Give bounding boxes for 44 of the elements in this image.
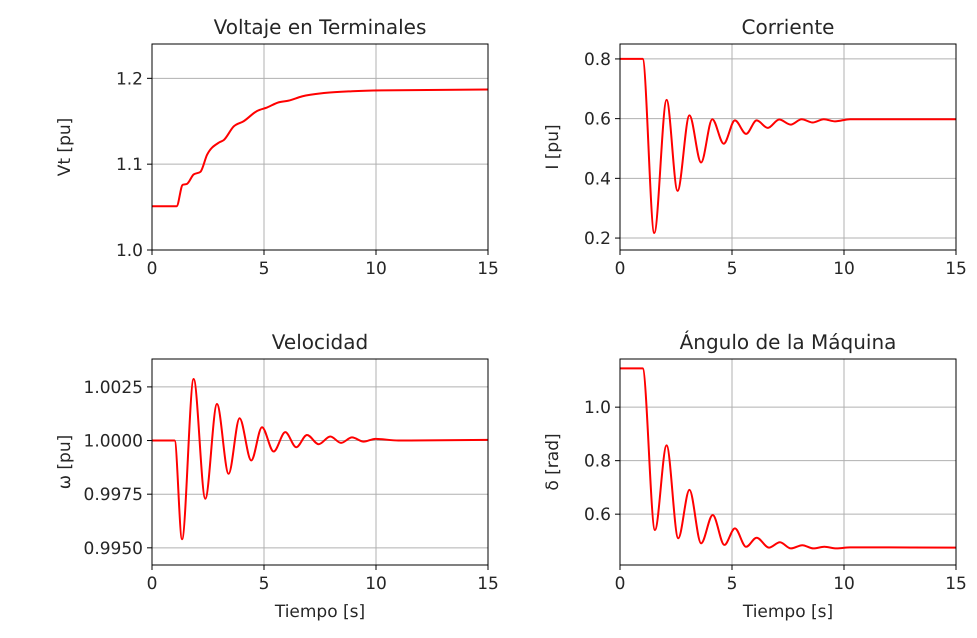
- x-tick-label: 5: [258, 574, 270, 594]
- y-axis-title: δ [rad]: [543, 433, 563, 491]
- y-tick-label: 0.8: [584, 452, 611, 472]
- x-tick-label: 10: [365, 574, 387, 594]
- y-tick-label: 0.6: [584, 110, 611, 130]
- y-tick-label: 0.9950: [84, 538, 143, 559]
- y-tick-label: 0.6: [584, 505, 611, 526]
- x-axis-title: Tiempo [s]: [274, 602, 366, 622]
- x-tick-label: 10: [365, 259, 387, 279]
- y-axis-title: Vt [pu]: [55, 118, 75, 176]
- x-tick-label: 10: [833, 574, 855, 594]
- line-series: [151, 88, 489, 208]
- x-tick-label: 0: [146, 574, 158, 594]
- y-tick-label: 0.2: [584, 229, 611, 250]
- y-tick-label: 1.0025: [84, 378, 143, 398]
- y-tick-label: 0.4: [584, 169, 611, 190]
- x-tick-label: 5: [726, 259, 738, 279]
- x-tick-label: 5: [258, 259, 270, 279]
- x-tick-label: 5: [726, 574, 738, 594]
- x-tick-label: 0: [614, 574, 626, 594]
- chart-title: Velocidad: [272, 330, 368, 354]
- x-tick-label: 15: [945, 259, 967, 279]
- line-series: [619, 58, 957, 234]
- y-tick-label: 1.0: [584, 398, 611, 418]
- y-tick-label: 1.1: [116, 155, 143, 176]
- y-tick-label: 0.9975: [84, 485, 143, 506]
- chart-title: Ángulo de la Máquina: [680, 330, 896, 354]
- line-series: [619, 367, 957, 550]
- y-tick-label: 1.2: [116, 69, 143, 90]
- x-tick-label: 0: [146, 259, 158, 279]
- chart-title: Corriente: [742, 15, 834, 39]
- x-tick-label: 15: [477, 259, 499, 279]
- y-tick-label: 1.0: [116, 240, 143, 261]
- x-tick-label: 10: [833, 259, 855, 279]
- x-tick-label: 15: [945, 574, 967, 594]
- y-axis-title: ω [pu]: [55, 434, 75, 490]
- line-series: [151, 378, 489, 540]
- chart-title: Voltaje en Terminales: [214, 15, 426, 39]
- x-axis-title: Tiempo [s]: [742, 602, 834, 622]
- y-axis-title: I [pu]: [543, 124, 563, 170]
- y-tick-label: 0.8: [584, 50, 611, 70]
- x-tick-label: 15: [477, 574, 499, 594]
- y-tick-label: 1.0000: [84, 431, 143, 452]
- x-tick-label: 0: [614, 259, 626, 279]
